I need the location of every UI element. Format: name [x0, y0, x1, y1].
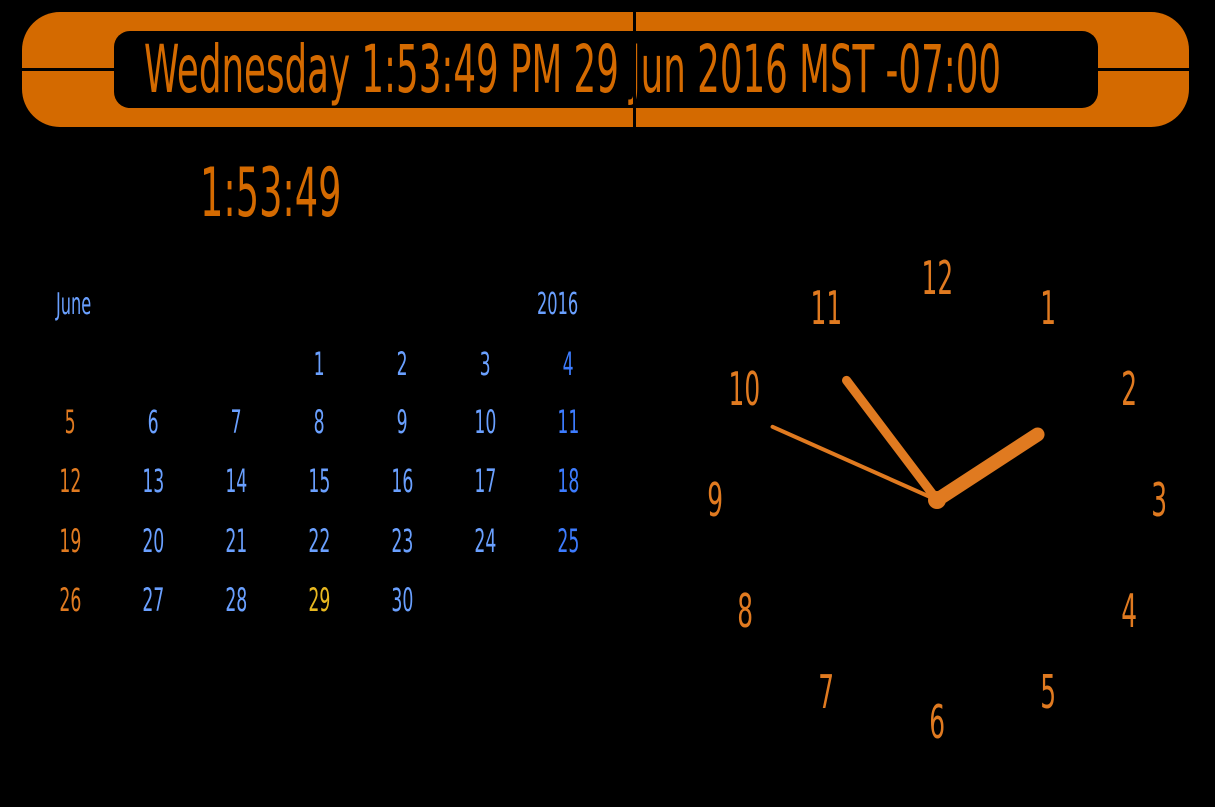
header-left-line	[22, 68, 114, 71]
header-divider	[633, 12, 636, 127]
calendar-day: 11	[557, 403, 579, 441]
header-bar: Wednesday 1:53:49 PM 29 Jun 2016 MST -07…	[22, 12, 1189, 127]
calendar-day: 4	[562, 345, 574, 383]
calendar-day: 26	[59, 581, 81, 619]
second-hand	[770, 424, 939, 502]
calendar-day: 20	[142, 522, 164, 560]
header-right-line	[1097, 68, 1189, 71]
calendar-day: 14	[225, 462, 247, 500]
calendar-day: 17	[474, 462, 496, 500]
clock-center-pin	[928, 491, 946, 509]
calendar-day: 22	[308, 522, 330, 560]
clock-number-10: 10	[728, 362, 761, 416]
calendar-day: 24	[474, 522, 496, 560]
calendar-day: 7	[230, 403, 242, 441]
calendar-day: 21	[225, 522, 247, 560]
calendar-day: 3	[479, 345, 491, 383]
clock-hands	[770, 375, 1045, 509]
calendar-day: 15	[308, 462, 330, 500]
calendar-day: 1	[313, 345, 325, 383]
calendar-month: June	[56, 287, 92, 322]
clock-number-1: 1	[1040, 280, 1056, 335]
clock-number-12: 12	[921, 251, 953, 305]
clock-number-7: 7	[818, 665, 834, 720]
calendar-day: 28	[225, 581, 247, 619]
digital-clock: 1:53:49	[200, 154, 342, 233]
clock-number-6: 6	[929, 695, 945, 749]
calendar-day: 2	[396, 345, 408, 383]
header-title-box: Wednesday 1:53:49 PM 29 Jun 2016 MST -07…	[114, 31, 1098, 108]
calendar-day: 13	[142, 462, 164, 500]
clock-number-9: 9	[707, 473, 723, 527]
clock-number-4: 4	[1121, 584, 1138, 638]
calendar-day: 9	[396, 403, 408, 441]
analog-clock: 12 1 2 3 4 5 6 7 8 9 10 11	[680, 250, 1200, 750]
calendar-year: 2016	[537, 287, 579, 322]
calendar-day: 10	[474, 403, 496, 441]
calendar-day: 16	[391, 462, 413, 500]
minute-hand	[842, 375, 942, 505]
calendar-day-today: 29	[308, 581, 330, 619]
hour-hand	[930, 427, 1045, 507]
calendar-day: 25	[557, 522, 579, 560]
calendar-day: 19	[59, 522, 81, 560]
clock-number-2: 2	[1121, 362, 1138, 416]
calendar-day: 23	[391, 522, 413, 560]
calendar-day: 8	[313, 403, 325, 441]
calendar-day: 18	[557, 462, 579, 500]
clock-number-3: 3	[1151, 473, 1167, 527]
calendar-day: 5	[64, 403, 76, 441]
clock-number-5: 5	[1040, 665, 1056, 720]
clock-number-11: 11	[810, 280, 842, 335]
calendar-day: 27	[142, 581, 164, 619]
calendar-day: 6	[147, 403, 159, 441]
calendar-day: 30	[391, 581, 413, 619]
datetime-title: Wednesday 1:53:49 PM 29 Jun 2016 MST -07…	[144, 31, 1002, 108]
clock-number-8: 8	[736, 584, 753, 638]
calendar-day: 12	[59, 462, 81, 500]
